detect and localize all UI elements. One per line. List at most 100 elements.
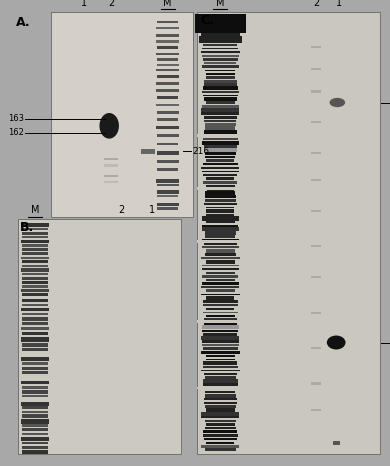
Bar [206,355,235,357]
Bar [202,329,238,332]
Bar [202,109,239,112]
Bar [204,398,237,400]
Bar [206,102,235,104]
Bar [311,311,321,314]
Bar [202,239,239,242]
Bar [205,377,236,379]
Text: M: M [31,206,39,215]
Bar [203,362,238,365]
Bar [206,235,235,238]
Bar [202,347,238,350]
Bar [201,411,239,416]
Bar [22,293,48,296]
Bar [21,402,49,406]
Bar [156,126,179,129]
Bar [22,260,48,263]
Bar [22,411,48,413]
Bar [157,111,179,114]
Bar [207,189,234,191]
Bar [22,285,48,288]
Bar [206,260,235,264]
Bar [157,160,179,163]
Bar [201,257,239,260]
Bar [205,123,236,126]
Bar [157,168,178,171]
Bar [311,68,321,70]
Bar [311,179,321,181]
Bar [205,156,236,158]
Bar [203,138,238,140]
Bar [311,121,321,123]
Text: 2: 2 [313,0,319,8]
Bar [202,227,239,232]
Bar [22,424,48,427]
Bar [206,308,234,310]
Bar [22,331,48,335]
Text: 162: 162 [8,128,24,137]
Bar [206,209,234,213]
Bar [22,299,48,302]
Bar [22,281,48,284]
Bar [202,344,239,346]
Bar [203,379,238,383]
Bar [206,73,235,75]
Bar [51,12,193,217]
Bar [206,126,235,130]
Bar [204,430,237,433]
Bar [204,402,237,404]
Bar [205,427,236,429]
Bar [22,232,48,235]
Ellipse shape [330,98,345,107]
Bar [206,69,235,71]
Bar [333,441,340,445]
Bar [204,130,237,134]
Bar [204,333,237,336]
Bar [206,272,235,274]
Bar [203,181,238,184]
Bar [22,395,48,397]
Bar [206,249,234,253]
Bar [157,58,178,61]
Bar [206,207,234,208]
Bar [197,134,244,137]
Text: M: M [163,0,172,8]
Bar [22,367,48,370]
Bar [21,381,49,384]
Bar [197,387,244,390]
Bar [157,46,178,49]
Text: 163: 163 [8,114,24,123]
Bar [22,236,48,238]
Bar [104,158,118,160]
Bar [202,325,239,329]
Bar [202,445,239,448]
Bar [22,313,48,315]
Bar [21,223,49,226]
Text: 216: 216 [192,147,209,156]
Bar [22,428,48,431]
Bar [201,40,239,43]
Bar [22,391,48,394]
Ellipse shape [327,336,346,350]
Ellipse shape [99,113,119,139]
Bar [206,37,234,39]
Bar [22,446,48,449]
Bar [157,143,178,145]
Bar [156,53,179,55]
Bar [22,433,48,435]
Bar [206,391,235,393]
Bar [205,394,236,397]
Bar [156,40,179,42]
Bar [22,322,48,325]
Bar [202,90,239,93]
Bar [22,244,48,247]
Bar [204,62,236,64]
Bar [157,21,178,23]
Bar [21,437,49,441]
Bar [203,312,238,313]
Bar [22,304,48,306]
Bar [203,44,238,46]
Bar [204,97,237,101]
Bar [202,268,239,270]
Bar [157,207,178,210]
Bar [204,322,237,325]
